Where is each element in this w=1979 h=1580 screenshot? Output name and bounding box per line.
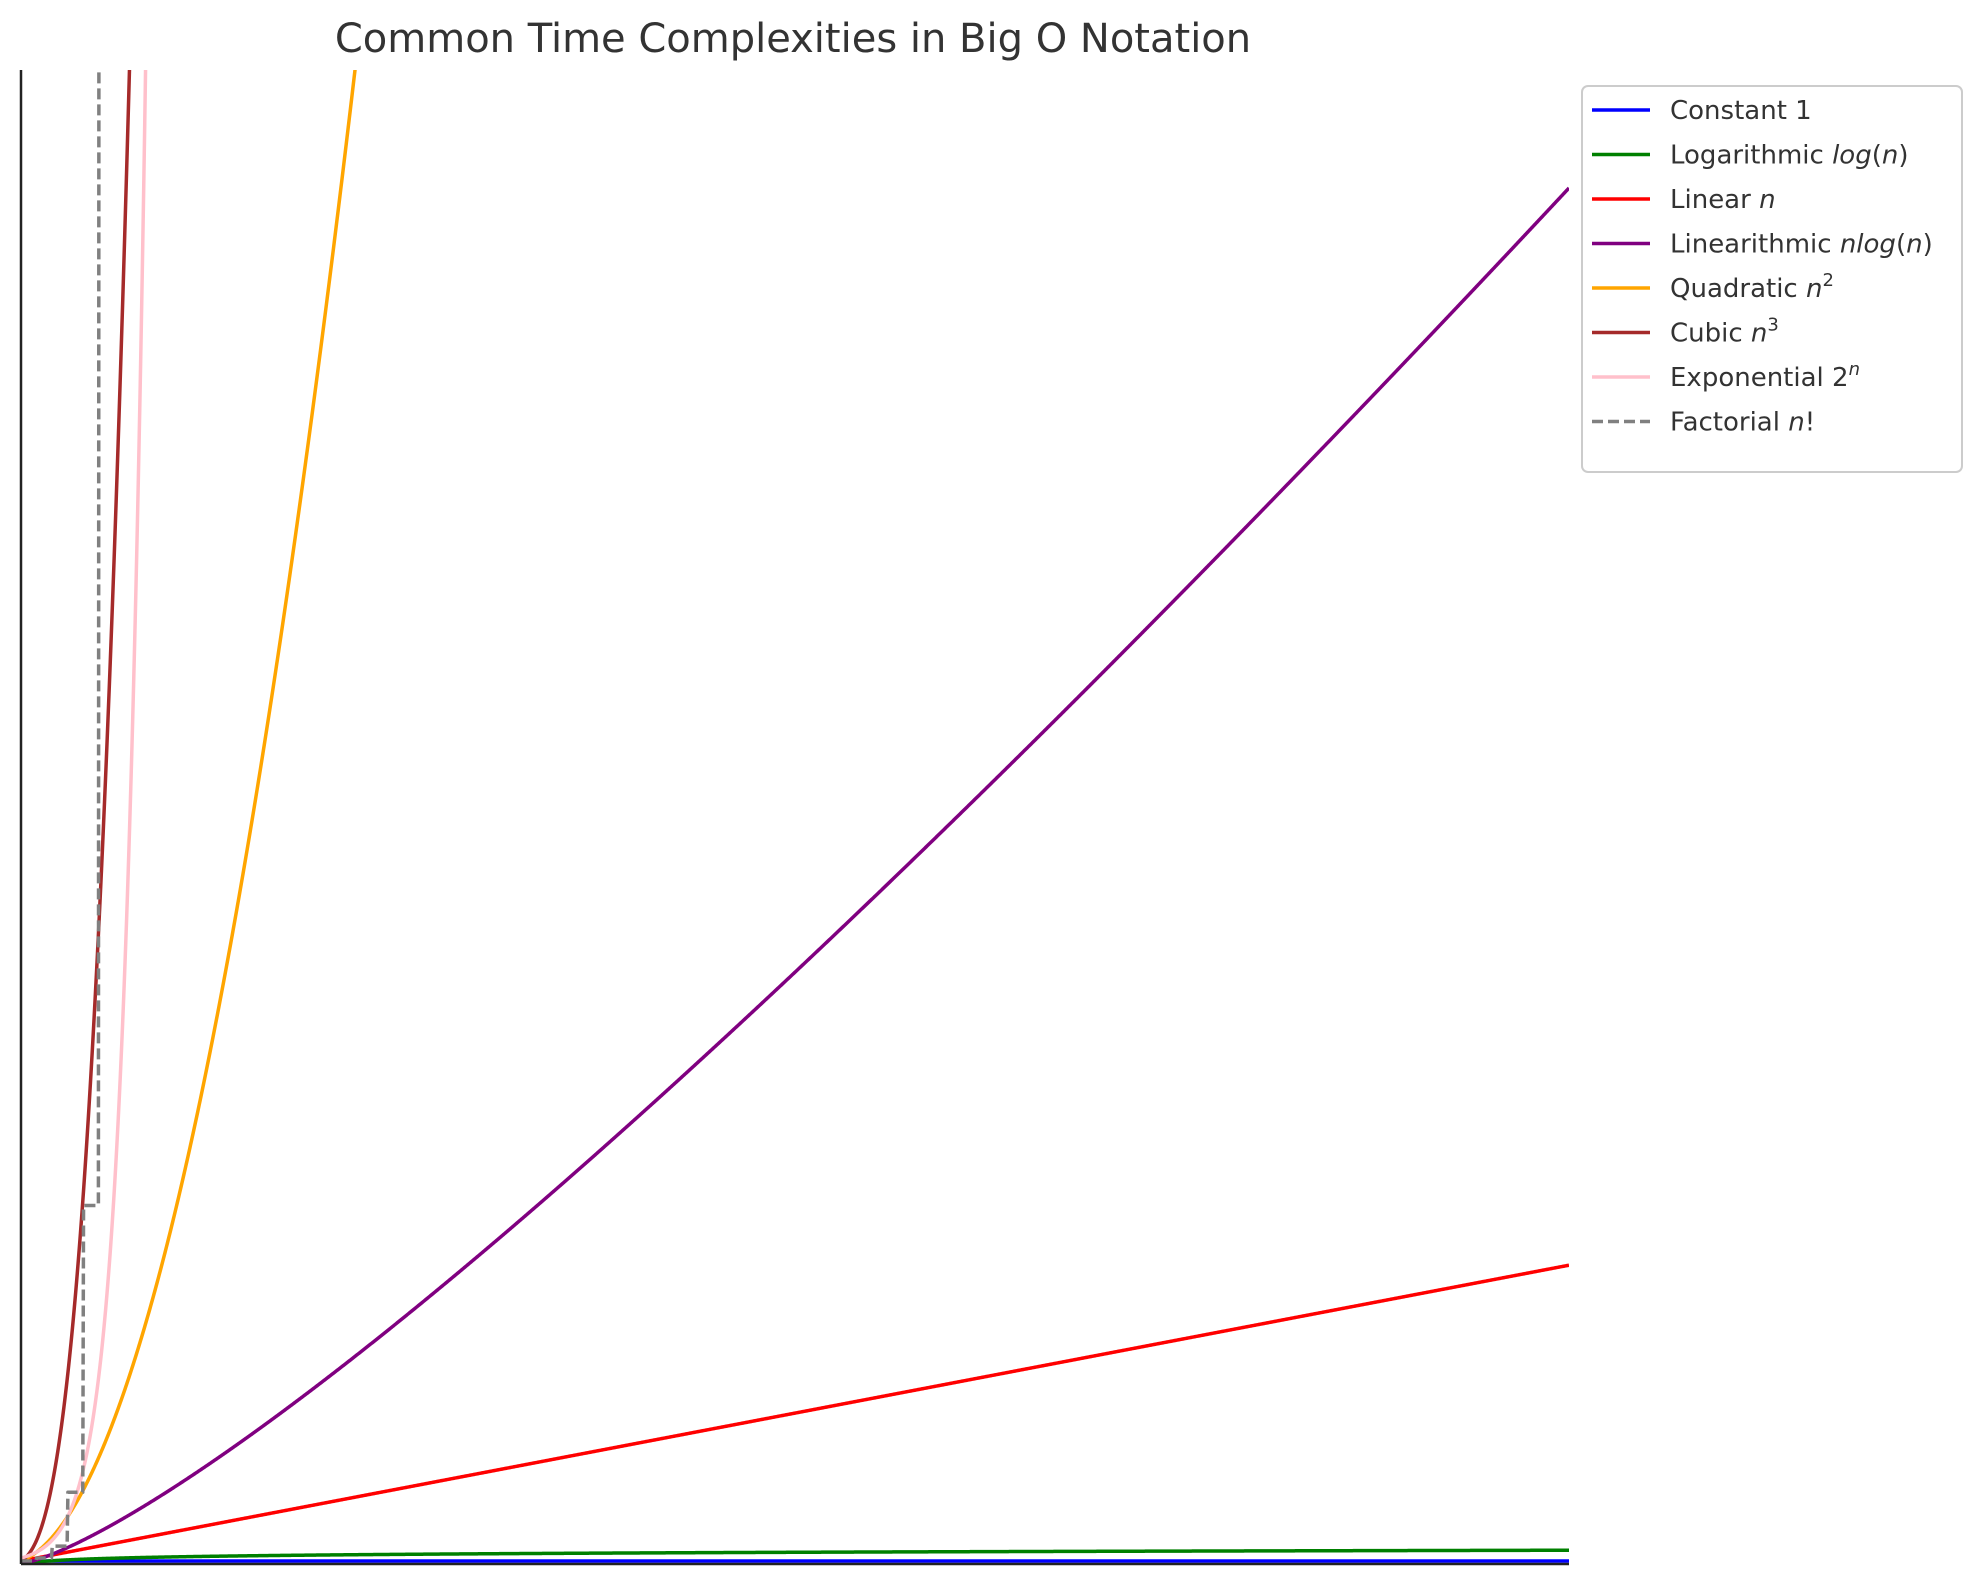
- series-line-log: [21, 1548, 1569, 1564]
- plot-area: [21, 70, 1569, 1564]
- series-line-cubic: [21, 70, 132, 1563]
- series-line-factorial: [21, 70, 101, 1563]
- chart-title: Common Time Complexities in Big O Notati…: [335, 16, 1251, 62]
- legend-label-log: Logarithmic log(n): [1670, 141, 1909, 171]
- legend-label-factorial: Factorial n!: [1670, 408, 1815, 438]
- legend-label-exponential: Exponential 2n​: [1670, 359, 1860, 393]
- series-line-nlogn: [21, 186, 1569, 1564]
- legend: Constant 1 Logarithmic log(n) Linear n Line…: [1581, 85, 1963, 473]
- axes: [19, 70, 1569, 1566]
- legend-label-constant: Constant 1: [1670, 96, 1812, 126]
- series-line-exponential: [21, 70, 148, 1560]
- series-line-linear: [21, 1263, 1569, 1563]
- series-line-quadratic: [21, 70, 357, 1563]
- legend-label-linear: Linear n: [1670, 185, 1776, 215]
- legend-box: [1581, 85, 1963, 473]
- legend-label-cubic: Cubic n3​: [1670, 315, 1779, 349]
- legend-label-quadratic: Quadratic n2​: [1670, 270, 1834, 304]
- legend-label-nlogn: Linearithmic nlog(n): [1670, 230, 1933, 260]
